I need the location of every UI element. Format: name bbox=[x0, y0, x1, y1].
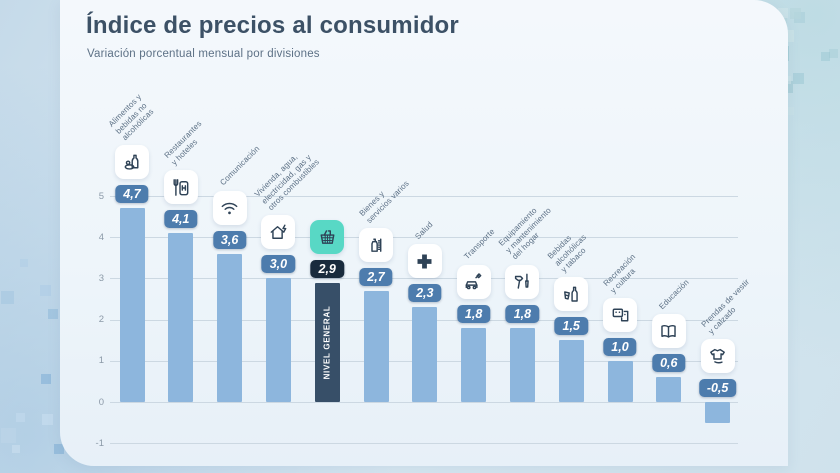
value-pill: 0,6 bbox=[652, 354, 686, 373]
health-cross-icon bbox=[417, 254, 432, 269]
value-pill: 3,0 bbox=[261, 255, 296, 274]
value-pill: 4,1 bbox=[164, 210, 198, 229]
y-axis-tick-label: 4 bbox=[98, 231, 104, 243]
value-pill: 2,9 bbox=[310, 259, 344, 278]
icon-card bbox=[310, 219, 345, 254]
y-axis-tick-label: 3 bbox=[98, 272, 104, 284]
icon-card bbox=[505, 264, 540, 299]
icon-card bbox=[359, 227, 393, 262]
value-pill: 3,6 bbox=[212, 230, 247, 249]
bar bbox=[217, 253, 243, 402]
icon-card bbox=[115, 145, 149, 180]
value-pill: 2,7 bbox=[359, 267, 393, 286]
alcohol-tobacco-icon bbox=[563, 286, 578, 302]
bar bbox=[461, 327, 487, 402]
plot-area: 5 4 3 2 1 0 -1 4,7 Alimentos y bebidas no alcohó… bbox=[60, 0, 788, 466]
icon-card bbox=[212, 190, 247, 225]
highlight-bar-vertical-label: NIVEL GENERAL bbox=[322, 305, 332, 380]
icon-card bbox=[407, 244, 442, 279]
transport-car-icon bbox=[465, 273, 482, 290]
gridline bbox=[110, 196, 738, 197]
chart-card: Índice de precios al consumidor Variació… bbox=[60, 0, 788, 466]
chart-subtitle: Variación porcentual mensual por divisio… bbox=[87, 48, 320, 60]
icon-card bbox=[700, 339, 735, 373]
icon-card bbox=[163, 170, 198, 205]
bar bbox=[168, 233, 194, 402]
bar bbox=[705, 402, 731, 423]
value-pill: 1,8 bbox=[505, 304, 540, 323]
value-pill: 1,0 bbox=[603, 337, 637, 356]
bar bbox=[558, 340, 584, 402]
icon-card bbox=[456, 264, 491, 299]
icon-card bbox=[261, 215, 296, 250]
bar bbox=[363, 290, 389, 402]
value-pill: 1,8 bbox=[456, 304, 491, 323]
gridline bbox=[110, 443, 738, 445]
icon-card bbox=[651, 314, 686, 349]
food-drinks-icon bbox=[124, 154, 138, 170]
bar bbox=[509, 327, 535, 402]
value-pill: -0,5 bbox=[698, 379, 737, 397]
y-axis-tick-label: 2 bbox=[98, 314, 104, 326]
recreation-culture-icon bbox=[612, 308, 628, 322]
icon-card bbox=[603, 297, 637, 332]
clothing-footwear-icon bbox=[710, 348, 726, 363]
value-pill: 2,3 bbox=[408, 284, 442, 303]
bar bbox=[607, 360, 633, 402]
gridline bbox=[110, 278, 738, 280]
misc-goods-icon bbox=[370, 238, 381, 253]
bar bbox=[265, 278, 291, 402]
housing-utilities-icon bbox=[270, 224, 287, 239]
value-pill: 4,7 bbox=[115, 185, 149, 204]
communication-wifi-icon bbox=[221, 202, 238, 215]
bar bbox=[119, 208, 145, 402]
bar-nivel-general: NIVEL GENERAL bbox=[314, 282, 340, 402]
y-axis-tick-label: -1 bbox=[95, 437, 104, 449]
value-pill: 1,5 bbox=[554, 317, 588, 336]
gridline bbox=[110, 402, 738, 403]
home-equipment-tools-icon bbox=[514, 273, 529, 290]
restaurant-hotel-icon bbox=[173, 178, 189, 196]
y-axis-tick-label: 0 bbox=[98, 396, 104, 408]
shopping-basket-icon bbox=[320, 230, 335, 244]
chart-title: Índice de precios al consumidor bbox=[86, 12, 459, 39]
y-axis-tick-label: 5 bbox=[98, 190, 104, 202]
icon-card bbox=[554, 277, 589, 312]
bar bbox=[412, 307, 438, 402]
bar bbox=[656, 377, 682, 402]
y-axis-tick-label: 1 bbox=[98, 355, 104, 367]
gridline bbox=[110, 237, 738, 239]
education-book-icon bbox=[661, 324, 677, 338]
